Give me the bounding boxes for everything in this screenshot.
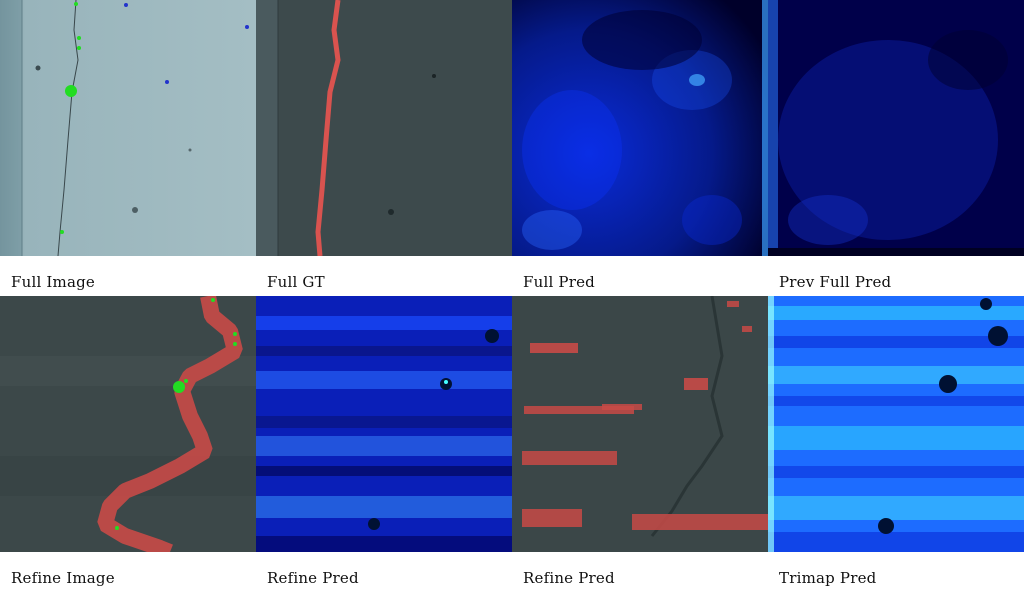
full-gt-caption: Full GT	[267, 272, 325, 291]
positive-click-marker	[77, 46, 81, 50]
positive-click-marker	[77, 36, 81, 40]
prev-full-pred-caption: Prev Full Pred	[779, 272, 892, 291]
refine-pred-overlay-svg	[512, 296, 768, 552]
full-pred-svg	[512, 0, 768, 256]
refine-pred-panel	[256, 296, 512, 552]
current-click-marker	[173, 381, 185, 393]
positive-click-marker	[60, 230, 64, 234]
negative-click-marker	[124, 3, 128, 7]
positive-click-marker	[233, 342, 237, 346]
trimap-pred-svg	[768, 296, 1024, 552]
full-pred-caption: Full Pred	[523, 272, 595, 291]
refine-image-caption: Refine Image	[11, 568, 115, 587]
refine-image-svg	[0, 296, 256, 552]
refine-image-panel	[0, 296, 256, 552]
refine-pred-caption: Refine Pred	[267, 568, 359, 587]
positive-click-marker	[233, 332, 237, 336]
positive-click-marker	[115, 526, 119, 530]
full-gt-svg	[256, 0, 512, 256]
refine-overlay-crack	[97, 296, 243, 552]
refine-pred-overlay-caption: Refine Pred	[523, 568, 615, 587]
positive-click-marker	[184, 379, 188, 383]
refine-pred-overlay-panel	[512, 296, 768, 552]
full-gt-panel	[256, 0, 512, 256]
positive-click-marker	[211, 298, 215, 302]
negative-click-marker	[245, 25, 249, 29]
prev-full-pred-svg	[768, 0, 1024, 256]
positive-click-marker	[74, 2, 78, 6]
ground-truth-crack	[315, 0, 341, 256]
full-image-svg	[0, 0, 256, 256]
full-pred-panel	[512, 0, 768, 256]
prev-full-pred-panel	[768, 0, 1024, 256]
negative-click-marker	[165, 80, 169, 84]
current-click-marker	[65, 85, 77, 97]
refine-pred-svg	[256, 296, 512, 552]
full-image-panel	[0, 0, 256, 256]
trimap-pred-panel	[768, 296, 1024, 552]
full-image-caption: Full Image	[11, 272, 96, 291]
trimap-pred-caption: Trimap Pred	[779, 568, 877, 587]
